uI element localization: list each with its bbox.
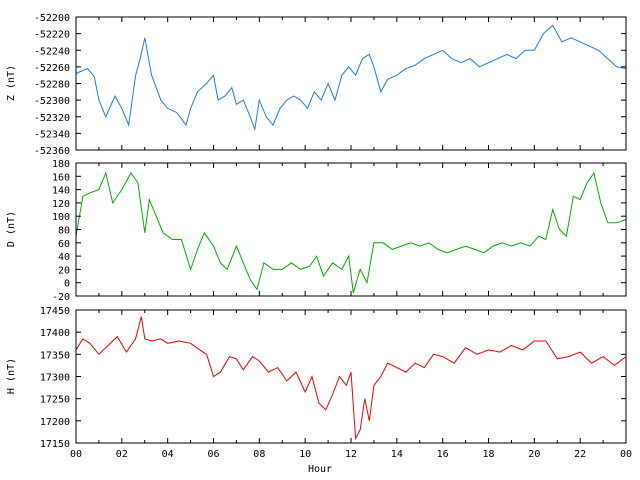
x-tick-label: 12 xyxy=(345,449,357,460)
y-tick-label: 20 xyxy=(58,265,70,276)
y-tick-label: -52240 xyxy=(34,46,70,57)
y-tick-label: -52340 xyxy=(34,129,70,140)
x-tick-label: 06 xyxy=(207,449,219,460)
y-tick-label: -52360 xyxy=(34,146,70,157)
x-tick-label: 20 xyxy=(528,449,540,460)
y-tick-label: 60 xyxy=(58,239,70,250)
y-tick-label: 120 xyxy=(52,199,70,210)
y-tick-label: -52320 xyxy=(34,113,70,124)
d-axis-label: D (nT) xyxy=(6,211,17,247)
x-tick-label: 00 xyxy=(620,449,632,460)
y-tick-label: 100 xyxy=(52,212,70,223)
y-tick-label: 17200 xyxy=(40,417,70,428)
y-tick-label: 180 xyxy=(52,159,70,170)
z-axis-label: Z (nT) xyxy=(6,65,17,101)
x-tick-label: 22 xyxy=(574,449,586,460)
h-axis-label: H (nT) xyxy=(6,358,17,394)
x-tick-label: 04 xyxy=(162,449,174,460)
x-tick-label: 02 xyxy=(116,449,128,460)
y-tick-label: 17300 xyxy=(40,373,70,384)
plot-frame xyxy=(75,16,627,151)
x-tick-label: 18 xyxy=(482,449,494,460)
y-tick-label: -52280 xyxy=(34,80,70,91)
panel-z: Z (nT) -52360 -52340 -52320 -52300 -52280 -52… xyxy=(6,13,627,157)
panel-d: D (nT) -20 0 20 40 60 80 100 120 140 160 180 xyxy=(6,159,627,303)
y-tick-label: 17400 xyxy=(40,328,70,339)
series-line-0-0 xyxy=(75,24,627,132)
y-tick-label: 140 xyxy=(52,186,70,197)
x-tick-label: 10 xyxy=(299,449,311,460)
y-tick-label: 160 xyxy=(52,172,70,183)
y-tick-label: 40 xyxy=(58,252,70,263)
y-tick-label: -20 xyxy=(52,292,70,303)
series-line-1-0 xyxy=(75,171,627,293)
y-tick-label: 17250 xyxy=(40,395,70,406)
series-line-2-0 xyxy=(75,316,627,441)
y-tick-label: 17350 xyxy=(40,350,70,361)
y-tick-label: -52220 xyxy=(34,30,70,41)
x-tick-label: 08 xyxy=(253,449,265,460)
y-tick-label: -52260 xyxy=(34,63,70,74)
y-tick-label: 17150 xyxy=(40,439,70,450)
y-tick-label: -52300 xyxy=(34,96,70,107)
x-axis-label: Hour xyxy=(308,464,332,475)
y-tick-label: 80 xyxy=(58,226,70,237)
y-tick-label: 0 xyxy=(64,279,70,290)
y-tick-label: -52200 xyxy=(34,13,70,24)
x-tick-label: 16 xyxy=(437,449,449,460)
panel-h: H (nT) 17150 17200 17250 17300 17350 17400 174… xyxy=(6,306,632,460)
x-tick-label: 14 xyxy=(391,449,403,460)
y-tick-label: 17450 xyxy=(40,306,70,317)
x-tick-label: 00 xyxy=(70,449,82,460)
